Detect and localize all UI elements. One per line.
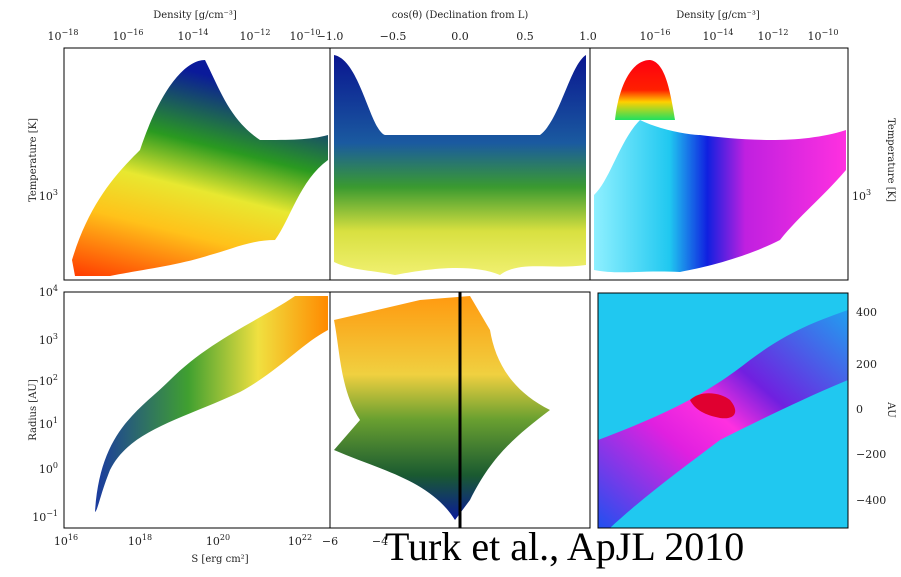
y-axis-label: Temperature [K]	[885, 118, 896, 202]
y-tick-label: 400	[856, 306, 877, 319]
x-tick-label: −1.0	[317, 30, 344, 43]
panel-art	[72, 55, 848, 528]
y-tick-label-exp: 4	[53, 284, 58, 293]
x-tick-label: 10−10	[290, 28, 321, 43]
y-tick-label-base: 10	[39, 334, 53, 347]
y-axis-label: Temperature [K]	[28, 118, 39, 202]
x-axis-label: Density [g/cm⁻³]	[676, 10, 760, 21]
x-tick-label-exp: 18	[142, 533, 152, 542]
y-tick-label: 104	[39, 284, 58, 299]
x-axis-label: Density [g/cm⁻³]	[153, 10, 237, 21]
y-tick-label: 0	[856, 403, 863, 416]
x-tick-label: 1.0	[579, 30, 597, 43]
x-tick-label-exp: −14	[192, 28, 209, 37]
x-tick-label-base: 10	[206, 535, 220, 548]
y-tick-label-exp: 3	[866, 188, 871, 197]
y-tick-label: 103	[852, 188, 871, 203]
x-tick-label: 1018	[128, 533, 152, 548]
x-tick-label-exp: −16	[654, 28, 671, 37]
x-tick-label-exp: −14	[717, 28, 734, 37]
x-tick-label-exp: −10	[822, 28, 839, 37]
x-tick-label-base: 10	[128, 535, 142, 548]
x-tick-label-exp: 20	[220, 533, 230, 542]
y-tick-label-base: 10	[39, 190, 53, 203]
x-tick-label-exp: −18	[62, 28, 79, 37]
x-tick-label: −4	[372, 535, 388, 548]
y-tick-label-exp: 2	[53, 373, 58, 382]
x-tick-label: −6	[322, 535, 338, 548]
y-tick-label-base: 10	[39, 463, 53, 476]
y-tick-label-base: 10	[39, 418, 53, 431]
y-tick-label-exp: 1	[53, 416, 58, 425]
caption: Turk et al., ApJL 2010	[385, 524, 744, 569]
y-tick-label: 200	[856, 358, 877, 371]
y-tick-label-exp: 0	[53, 461, 58, 470]
x-tick-label: 10−16	[640, 28, 671, 43]
x-axis-label: S [erg cm²]	[191, 554, 248, 565]
y-tick-label-base: 10	[852, 190, 866, 203]
x-tick-label: 1022	[288, 533, 312, 548]
x-tick-label-exp: 16	[68, 533, 78, 542]
panel-frames	[63, 47, 849, 529]
x-tick-label-exp: −12	[254, 28, 271, 37]
x-tick-label: 10−12	[240, 28, 271, 43]
y-tick-label: −400	[856, 494, 886, 507]
x-tick-label-base: 10	[808, 30, 822, 43]
y-tick-label: −200	[856, 448, 886, 461]
x-tick-label-base: 10	[703, 30, 717, 43]
y-tick-label-base: 10	[39, 286, 53, 299]
x-tick-label: 0.0	[451, 30, 469, 43]
x-tick-label: 10−12	[758, 28, 789, 43]
x-tick-label: 10−16	[113, 28, 144, 43]
x-tick-label: 10−14	[178, 28, 209, 43]
x-tick-label-base: 10	[288, 535, 302, 548]
x-tick-label: 10−14	[703, 28, 734, 43]
y-tick-label-exp: −1	[46, 509, 58, 518]
x-tick-label-exp: −16	[127, 28, 144, 37]
x-tick-label-base: 10	[178, 30, 192, 43]
y-tick-label: 10−1	[32, 509, 58, 524]
y-tick-label-exp: 3	[53, 188, 58, 197]
y-axis-label: Radius [AU]	[28, 379, 39, 441]
x-tick-label: 1016	[54, 533, 78, 548]
y-tick-label: 100	[39, 461, 58, 476]
y-axis-label: AU	[885, 401, 896, 418]
y-tick-label-base: 10	[39, 375, 53, 388]
x-tick-label: 10−18	[48, 28, 79, 43]
x-tick-label-exp: −10	[304, 28, 321, 37]
y-tick-label: 102	[39, 373, 58, 388]
x-tick-label-base: 10	[640, 30, 654, 43]
x-tick-label: 1020	[206, 533, 230, 548]
x-tick-label: −0.5	[380, 30, 407, 43]
y-tick-label-exp: 3	[53, 332, 58, 341]
x-axis-label: cos(θ) (Declination from L)	[392, 10, 529, 21]
y-tick-label: 103	[39, 332, 58, 347]
y-tick-label: 101	[39, 416, 58, 431]
x-tick-label-exp: 22	[302, 533, 312, 542]
x-tick-label-base: 10	[113, 30, 127, 43]
x-tick-label-base: 10	[240, 30, 254, 43]
x-tick-label: 0.5	[516, 30, 534, 43]
x-tick-label-base: 10	[290, 30, 304, 43]
x-tick-label-exp: −12	[772, 28, 789, 37]
x-tick-label-base: 10	[758, 30, 772, 43]
y-tick-label: 103	[39, 188, 58, 203]
x-tick-label-base: 10	[54, 535, 68, 548]
x-tick-label-base: 10	[48, 30, 62, 43]
x-tick-label: 10−10	[808, 28, 839, 43]
y-tick-label-base: 10	[32, 511, 46, 524]
